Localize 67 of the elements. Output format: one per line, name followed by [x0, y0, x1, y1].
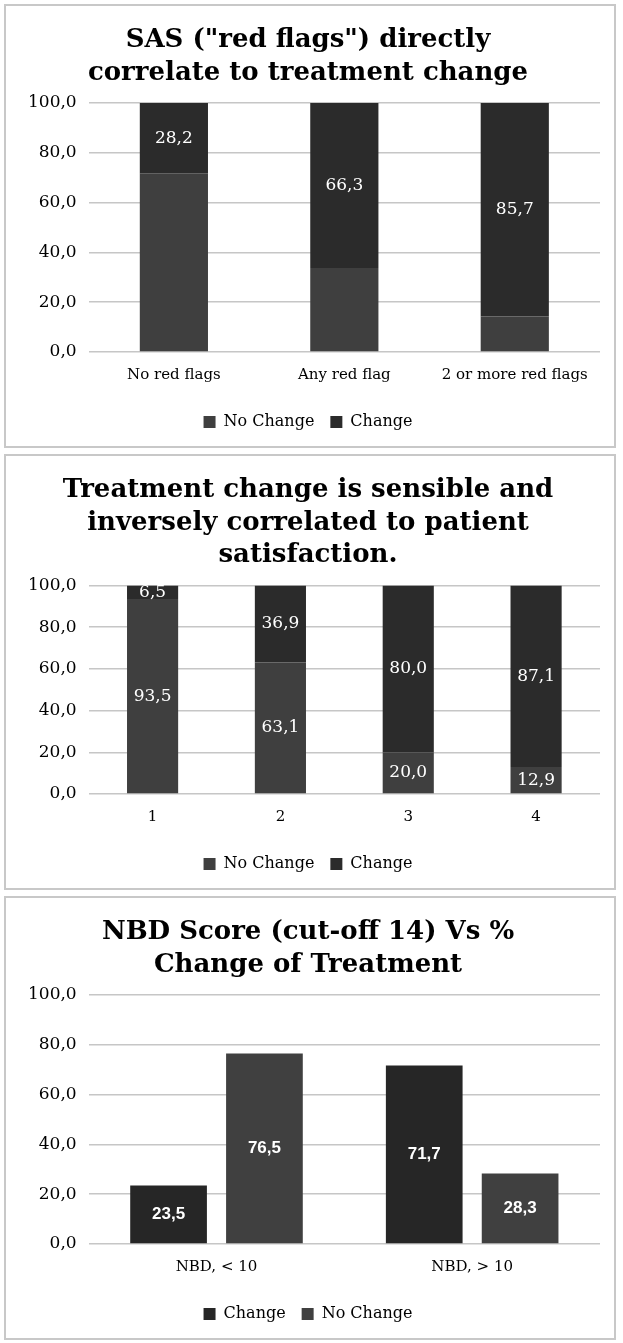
data-label: 66,3: [325, 173, 364, 194]
y-tick-label: 40,0: [38, 1132, 77, 1153]
bar: [382, 752, 434, 794]
data-label: 36,9: [261, 612, 300, 633]
y-tick-label: 80,0: [38, 141, 77, 162]
data-label: 12,9: [517, 768, 556, 789]
bar: [310, 268, 379, 352]
bar: [510, 585, 562, 768]
bar: [127, 599, 179, 794]
legend-label: Change: [350, 411, 413, 431]
data-label: 6,5: [139, 580, 167, 601]
x-tick-label: 3: [403, 806, 414, 825]
bar: [254, 585, 306, 663]
y-tick-label: 0,0: [49, 340, 77, 361]
chart-title: Treatment change is sensible and inversely correlated to patient satisfaction.: [62, 473, 554, 568]
legend-label: No Change: [223, 853, 315, 873]
bar: [139, 173, 208, 352]
y-tick-label: 60,0: [38, 657, 77, 678]
data-label: 80,0: [389, 657, 428, 678]
y-tick-label: 0,0: [49, 782, 77, 803]
x-tick-label: NBD, < 10: [175, 1256, 258, 1275]
x-tick-label: 1: [147, 806, 158, 825]
data-label: 20,0: [389, 761, 428, 782]
x-tick-label: No red flags: [127, 364, 221, 383]
y-tick-label: 40,0: [38, 240, 77, 261]
y-tick-label: 20,0: [38, 1182, 77, 1203]
bar: [382, 585, 434, 753]
legend-label: Change: [350, 853, 413, 873]
legend-label: No Change: [223, 411, 315, 431]
y-tick-label: 60,0: [38, 1083, 77, 1104]
x-tick-label: 2: [275, 806, 286, 825]
bar: [130, 1185, 207, 1244]
y-tick-label: 60,0: [38, 191, 77, 212]
y-tick-label: 20,0: [38, 740, 77, 761]
y-tick-label: 40,0: [38, 699, 77, 720]
data-label: 85,7: [495, 198, 534, 219]
y-tick-label: 100,0: [28, 91, 77, 112]
bar: [480, 103, 549, 317]
bar: [139, 103, 208, 174]
legend-label: Change: [223, 1303, 286, 1323]
y-tick-label: 80,0: [38, 1033, 77, 1054]
chart-title: NBD Score (cut-off 14) Vs % Change of Treatment: [101, 915, 515, 978]
bar: [480, 316, 549, 352]
data-label: 76,5: [247, 1138, 281, 1158]
data-label: 63,1: [261, 716, 300, 737]
bar: [481, 1173, 559, 1244]
data-label: 93,5: [133, 684, 172, 705]
y-tick-label: 0,0: [49, 1232, 77, 1253]
y-tick-label: 80,0: [38, 615, 77, 636]
data-label: 28,2: [154, 126, 193, 147]
x-tick-label: Any red flag: [296, 364, 392, 383]
legend-label: No Change: [321, 1303, 413, 1323]
x-tick-label: NBD, > 10: [431, 1256, 513, 1275]
bar: [254, 662, 306, 794]
chart-title: SAS ("red flags") directly correlate to treatment change: [87, 23, 529, 86]
data-label: 23,5: [152, 1204, 186, 1224]
data-label: 87,1: [517, 664, 556, 685]
x-tick-label: 2 or more red flags: [441, 364, 588, 383]
bar: [226, 1053, 303, 1244]
y-tick-label: 20,0: [38, 290, 77, 311]
data-label: 28,3: [503, 1198, 537, 1218]
data-label: 71,7: [407, 1144, 441, 1164]
bar: [310, 103, 379, 269]
x-tick-label: 4: [531, 806, 541, 825]
y-tick-label: 100,0: [28, 983, 77, 1004]
y-tick-label: 100,0: [28, 573, 77, 594]
bar: [385, 1065, 463, 1244]
